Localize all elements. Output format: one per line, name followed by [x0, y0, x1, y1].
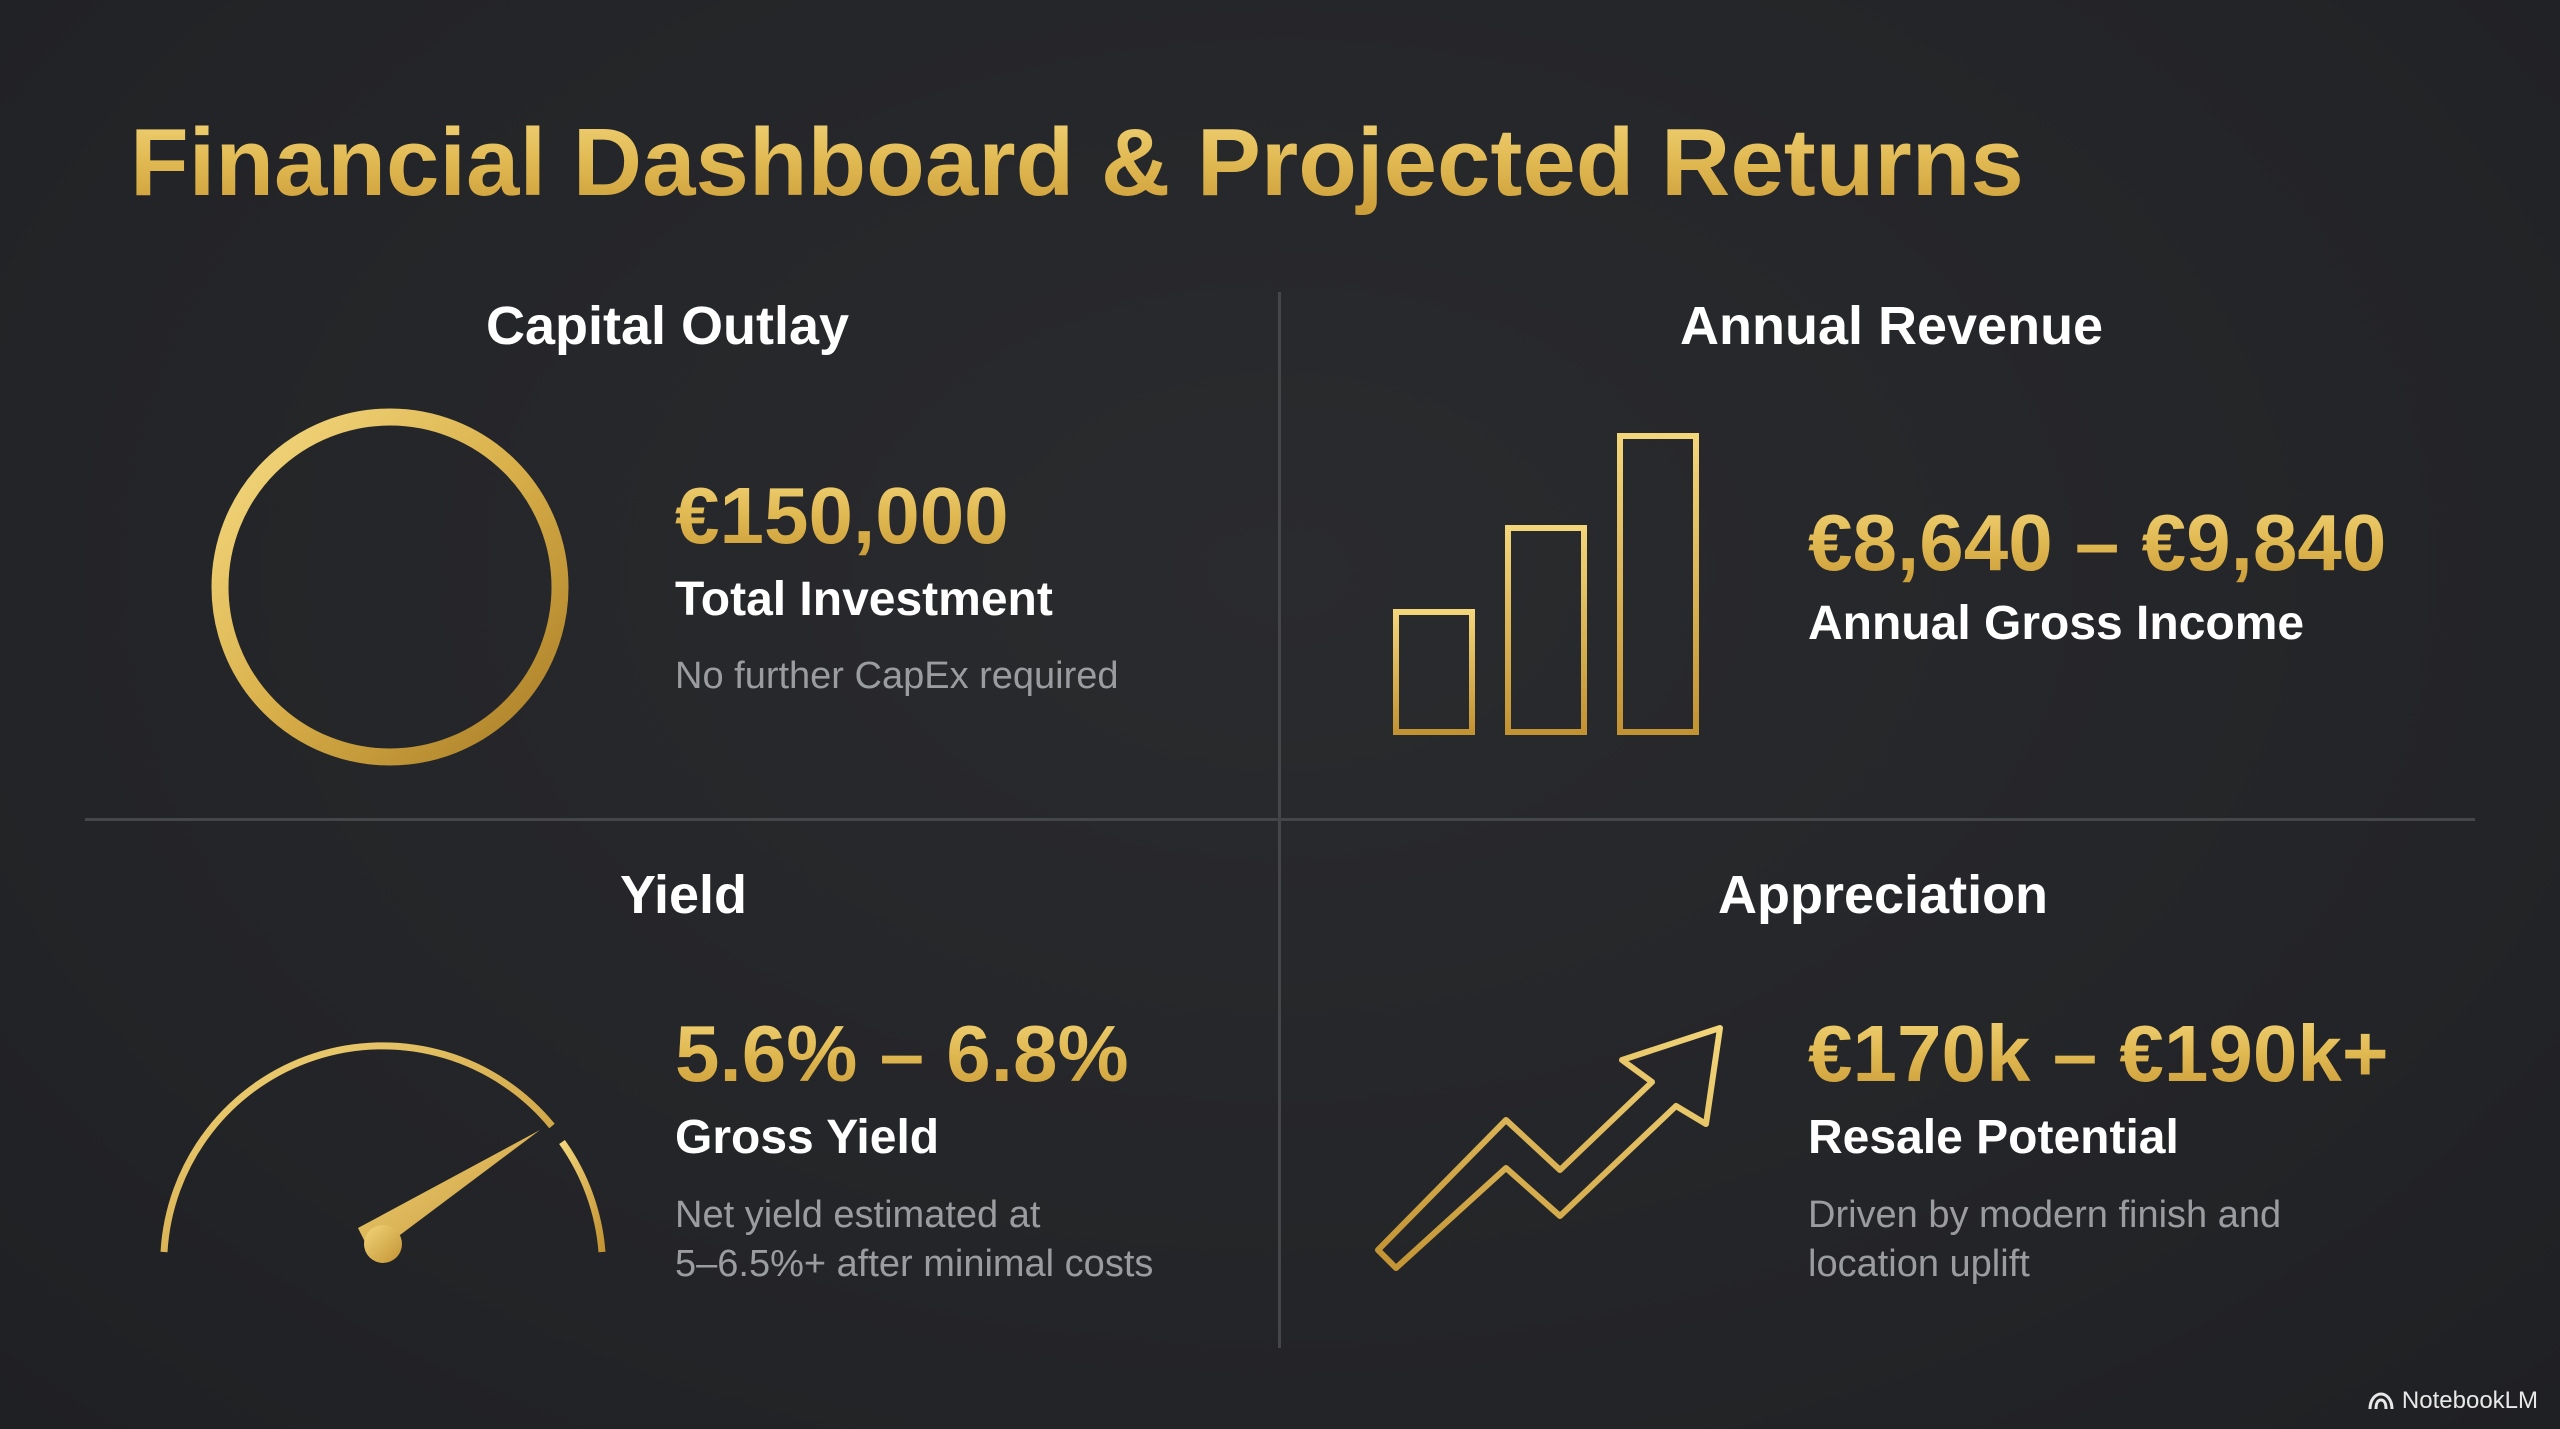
resale-potential-label: Resale Potential	[1808, 1111, 2179, 1164]
resale-note-line-1: Driven by modern finish and	[1808, 1194, 2282, 1236]
total-investment-value: €150,000	[675, 471, 1009, 560]
annual-gross-income-value: €8,640 – €9,840	[1808, 498, 2387, 587]
net-yield-note-line-2: 5–6.5%+ after minimal costs	[675, 1243, 1154, 1285]
trend-arrow-icon	[1375, 1025, 1723, 1271]
annual-revenue-heading: Annual Revenue	[1680, 296, 2104, 356]
annual-gross-income-label: Annual Gross Income	[1808, 597, 2305, 650]
appreciation-heading: Appreciation	[1718, 865, 2049, 925]
capex-note: No further CapEx required	[675, 655, 1119, 697]
resale-note-line-2: location uplift	[1808, 1243, 2030, 1285]
capital-outlay-heading: Capital Outlay	[486, 296, 850, 356]
page-title: Financial Dashboard & Projected Returns	[130, 109, 2024, 216]
gross-yield-label: Gross Yield	[675, 1111, 940, 1164]
gross-yield-value: 5.6% – 6.8%	[675, 1009, 1129, 1098]
resale-potential-value: €170k – €190k+	[1808, 1009, 2389, 1098]
notebooklm-logo-icon	[2368, 1392, 2394, 1410]
bar-chart-icon	[1362, 433, 1734, 738]
gauge-icon	[160, 1042, 606, 1263]
net-yield-note-line-1: Net yield estimated at	[675, 1194, 1041, 1236]
footer-branding: NotebookLM	[2368, 1387, 2538, 1415]
horizontal-divider	[85, 818, 2475, 821]
ring-icon	[211, 408, 569, 766]
footer-brand-label: NotebookLM	[2401, 1387, 2538, 1414]
total-investment-label: Total Investment	[675, 573, 1053, 626]
yield-heading: Yield	[620, 865, 748, 925]
